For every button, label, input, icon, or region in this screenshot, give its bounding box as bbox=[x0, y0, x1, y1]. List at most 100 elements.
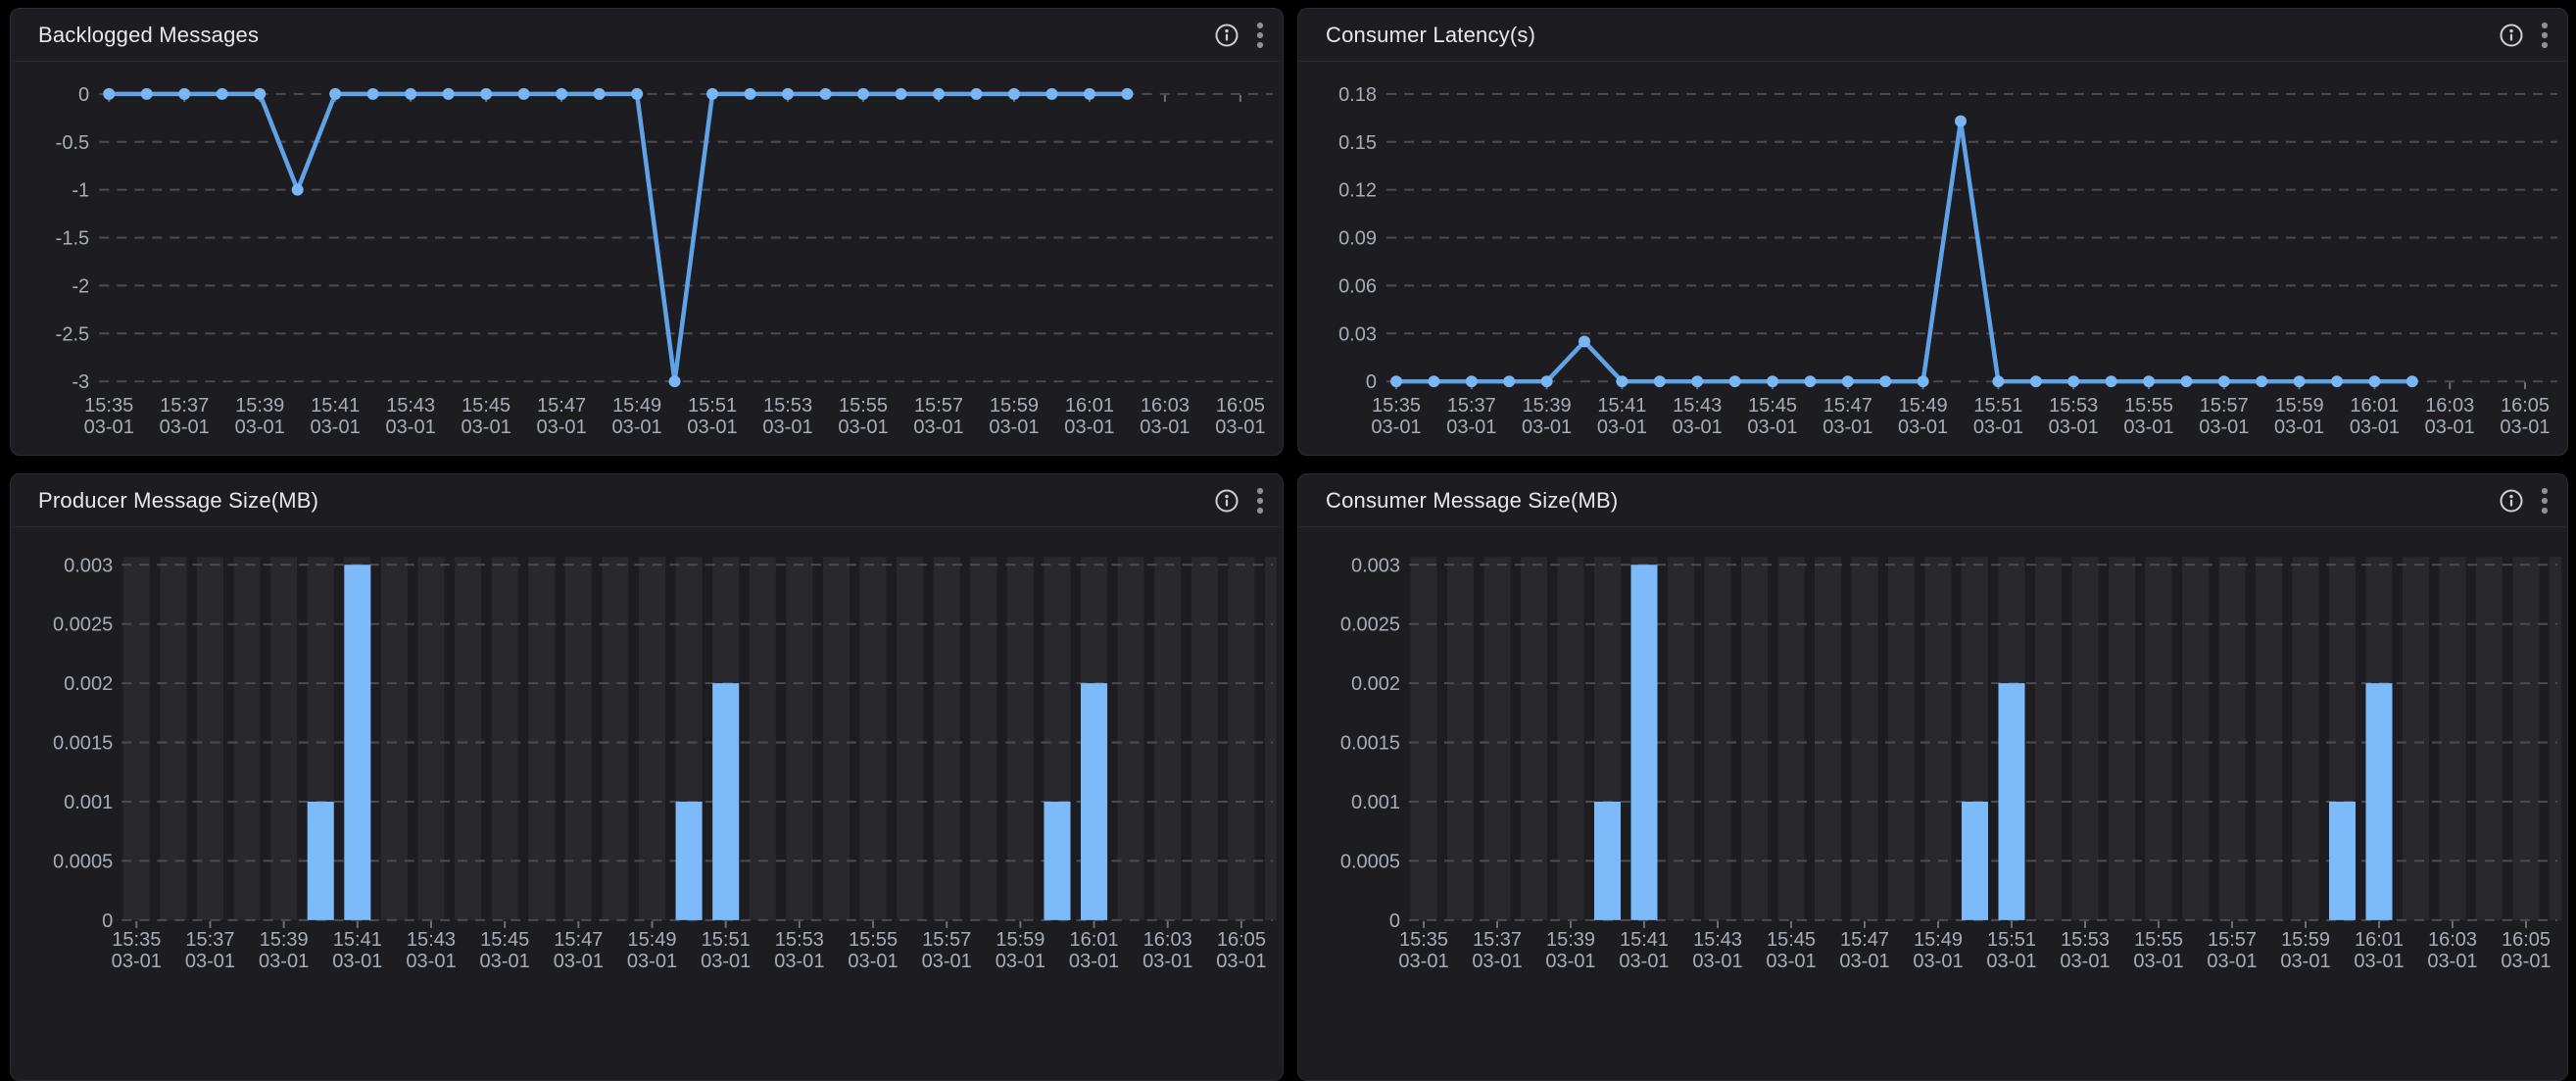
svg-text:16:03: 16:03 bbox=[1141, 395, 1190, 417]
svg-text:15:37: 15:37 bbox=[1447, 395, 1496, 417]
svg-text:15:41: 15:41 bbox=[1620, 929, 1669, 951]
svg-text:15:47: 15:47 bbox=[554, 929, 603, 951]
svg-text:03-01: 03-01 bbox=[1823, 417, 1872, 438]
svg-text:15:37: 15:37 bbox=[185, 929, 234, 951]
svg-text:-1.5: -1.5 bbox=[56, 228, 90, 250]
svg-text:15:47: 15:47 bbox=[537, 395, 586, 417]
svg-text:15:43: 15:43 bbox=[386, 395, 435, 417]
svg-text:0.0005: 0.0005 bbox=[1340, 851, 1400, 872]
svg-text:16:01: 16:01 bbox=[2355, 929, 2404, 951]
svg-text:16:03: 16:03 bbox=[1143, 929, 1192, 951]
svg-text:15:59: 15:59 bbox=[2281, 929, 2330, 951]
svg-text:0.09: 0.09 bbox=[1338, 228, 1377, 250]
svg-text:15:57: 15:57 bbox=[2200, 395, 2249, 417]
svg-text:15:59: 15:59 bbox=[990, 395, 1039, 417]
svg-text:16:05: 16:05 bbox=[1217, 929, 1266, 951]
panel-consumer-message-size: Consumer Message Size(MB) 0.003 0.0025 0.0… bbox=[1297, 473, 2568, 1081]
svg-text:15:51: 15:51 bbox=[1973, 395, 2022, 417]
svg-text:03-01: 03-01 bbox=[1472, 951, 1522, 972]
svg-text:16:01: 16:01 bbox=[1069, 929, 1118, 951]
svg-text:03-01: 03-01 bbox=[311, 417, 361, 438]
svg-text:0.002: 0.002 bbox=[1351, 673, 1400, 695]
kebab-menu-icon[interactable] bbox=[1255, 21, 1265, 50]
svg-text:15:39: 15:39 bbox=[1546, 929, 1595, 951]
svg-text:0: 0 bbox=[78, 84, 89, 106]
svg-text:15:37: 15:37 bbox=[1473, 929, 1522, 951]
svg-text:15:41: 15:41 bbox=[333, 929, 382, 951]
svg-text:03-01: 03-01 bbox=[1216, 951, 1266, 972]
svg-text:03-01: 03-01 bbox=[1913, 951, 1963, 972]
kebab-menu-icon[interactable] bbox=[2540, 21, 2550, 50]
panel-title: Backlogged Messages bbox=[38, 22, 260, 47]
svg-text:03-01: 03-01 bbox=[1069, 951, 1119, 972]
svg-text:15:53: 15:53 bbox=[2049, 395, 2098, 417]
svg-text:15:55: 15:55 bbox=[839, 395, 888, 417]
svg-text:0.18: 0.18 bbox=[1338, 84, 1377, 106]
svg-text:15:51: 15:51 bbox=[688, 395, 737, 417]
svg-text:-0.5: -0.5 bbox=[56, 132, 90, 154]
svg-text:03-01: 03-01 bbox=[554, 951, 604, 972]
svg-text:03-01: 03-01 bbox=[611, 417, 661, 438]
svg-text:0.06: 0.06 bbox=[1338, 275, 1377, 297]
producer-message-size-chart[interactable]: 0.0030.00250.0020.00150.0010.0005015:350… bbox=[11, 527, 1283, 1080]
svg-text:03-01: 03-01 bbox=[1215, 417, 1265, 438]
svg-text:15:43: 15:43 bbox=[1693, 929, 1742, 951]
svg-text:03-01: 03-01 bbox=[1140, 417, 1190, 438]
panel-header: Backlogged Messages bbox=[11, 9, 1283, 62]
info-icon[interactable] bbox=[2499, 23, 2524, 48]
kebab-menu-icon[interactable] bbox=[2540, 486, 2550, 516]
svg-text:15:39: 15:39 bbox=[260, 929, 309, 951]
svg-text:0.15: 0.15 bbox=[1338, 132, 1377, 154]
panel-actions bbox=[2499, 486, 2550, 516]
info-icon[interactable] bbox=[1214, 23, 1239, 48]
svg-text:15:35: 15:35 bbox=[1399, 929, 1448, 951]
svg-text:03-01: 03-01 bbox=[1986, 951, 2036, 972]
svg-text:03-01: 03-01 bbox=[386, 417, 436, 438]
svg-text:15:43: 15:43 bbox=[1673, 395, 1722, 417]
svg-text:03-01: 03-01 bbox=[701, 951, 751, 972]
svg-text:0: 0 bbox=[1389, 910, 1400, 932]
svg-text:15:49: 15:49 bbox=[1899, 395, 1948, 417]
svg-text:15:53: 15:53 bbox=[2061, 929, 2110, 951]
svg-text:03-01: 03-01 bbox=[480, 951, 530, 972]
svg-text:03-01: 03-01 bbox=[1766, 951, 1816, 972]
svg-text:03-01: 03-01 bbox=[2500, 417, 2550, 438]
info-icon[interactable] bbox=[2499, 488, 2524, 514]
consumer-latency-chart[interactable]: 0.180.150.120.090.060.03015:3503-0115:37… bbox=[1298, 62, 2567, 455]
svg-text:03-01: 03-01 bbox=[1446, 417, 1496, 438]
panel-title: Consumer Latency(s) bbox=[1326, 22, 1536, 47]
svg-text:03-01: 03-01 bbox=[2133, 951, 2183, 972]
svg-text:03-01: 03-01 bbox=[2280, 951, 2330, 972]
svg-text:15:53: 15:53 bbox=[775, 929, 824, 951]
svg-text:15:39: 15:39 bbox=[1523, 395, 1572, 417]
panel-header: Consumer Latency(s) bbox=[1298, 9, 2567, 62]
svg-text:15:45: 15:45 bbox=[1748, 395, 1797, 417]
panel-header: Producer Message Size(MB) bbox=[11, 474, 1283, 527]
info-icon[interactable] bbox=[1214, 488, 1239, 514]
svg-text:0.0015: 0.0015 bbox=[53, 733, 113, 755]
svg-text:03-01: 03-01 bbox=[160, 417, 210, 438]
svg-text:15:57: 15:57 bbox=[914, 395, 963, 417]
svg-text:03-01: 03-01 bbox=[922, 951, 972, 972]
backlogged-messages-chart[interactable]: 0-0.5-1-1.5-2-2.5-315:3503-0115:3703-011… bbox=[11, 62, 1283, 455]
svg-text:0.003: 0.003 bbox=[1351, 555, 1400, 576]
svg-text:03-01: 03-01 bbox=[2501, 951, 2551, 972]
svg-text:03-01: 03-01 bbox=[989, 417, 1039, 438]
svg-text:03-01: 03-01 bbox=[1973, 417, 2023, 438]
svg-text:0.03: 0.03 bbox=[1338, 323, 1377, 345]
svg-text:16:03: 16:03 bbox=[2428, 929, 2477, 951]
svg-text:16:03: 16:03 bbox=[2425, 395, 2474, 417]
kebab-menu-icon[interactable] bbox=[1255, 486, 1265, 516]
svg-text:15:41: 15:41 bbox=[1597, 395, 1646, 417]
svg-text:0.0015: 0.0015 bbox=[1340, 733, 1400, 755]
svg-text:15:35: 15:35 bbox=[112, 929, 161, 951]
consumer-message-size-chart[interactable]: 0.0030.00250.0020.00150.0010.0005015:350… bbox=[1298, 527, 2567, 1080]
svg-text:15:55: 15:55 bbox=[849, 929, 898, 951]
svg-text:-3: -3 bbox=[72, 371, 89, 393]
svg-text:03-01: 03-01 bbox=[1371, 417, 1421, 438]
svg-text:15:45: 15:45 bbox=[1767, 929, 1816, 951]
svg-text:0.001: 0.001 bbox=[1351, 792, 1400, 813]
svg-text:03-01: 03-01 bbox=[185, 951, 235, 972]
svg-text:-2: -2 bbox=[72, 275, 89, 297]
svg-text:15:45: 15:45 bbox=[480, 929, 529, 951]
